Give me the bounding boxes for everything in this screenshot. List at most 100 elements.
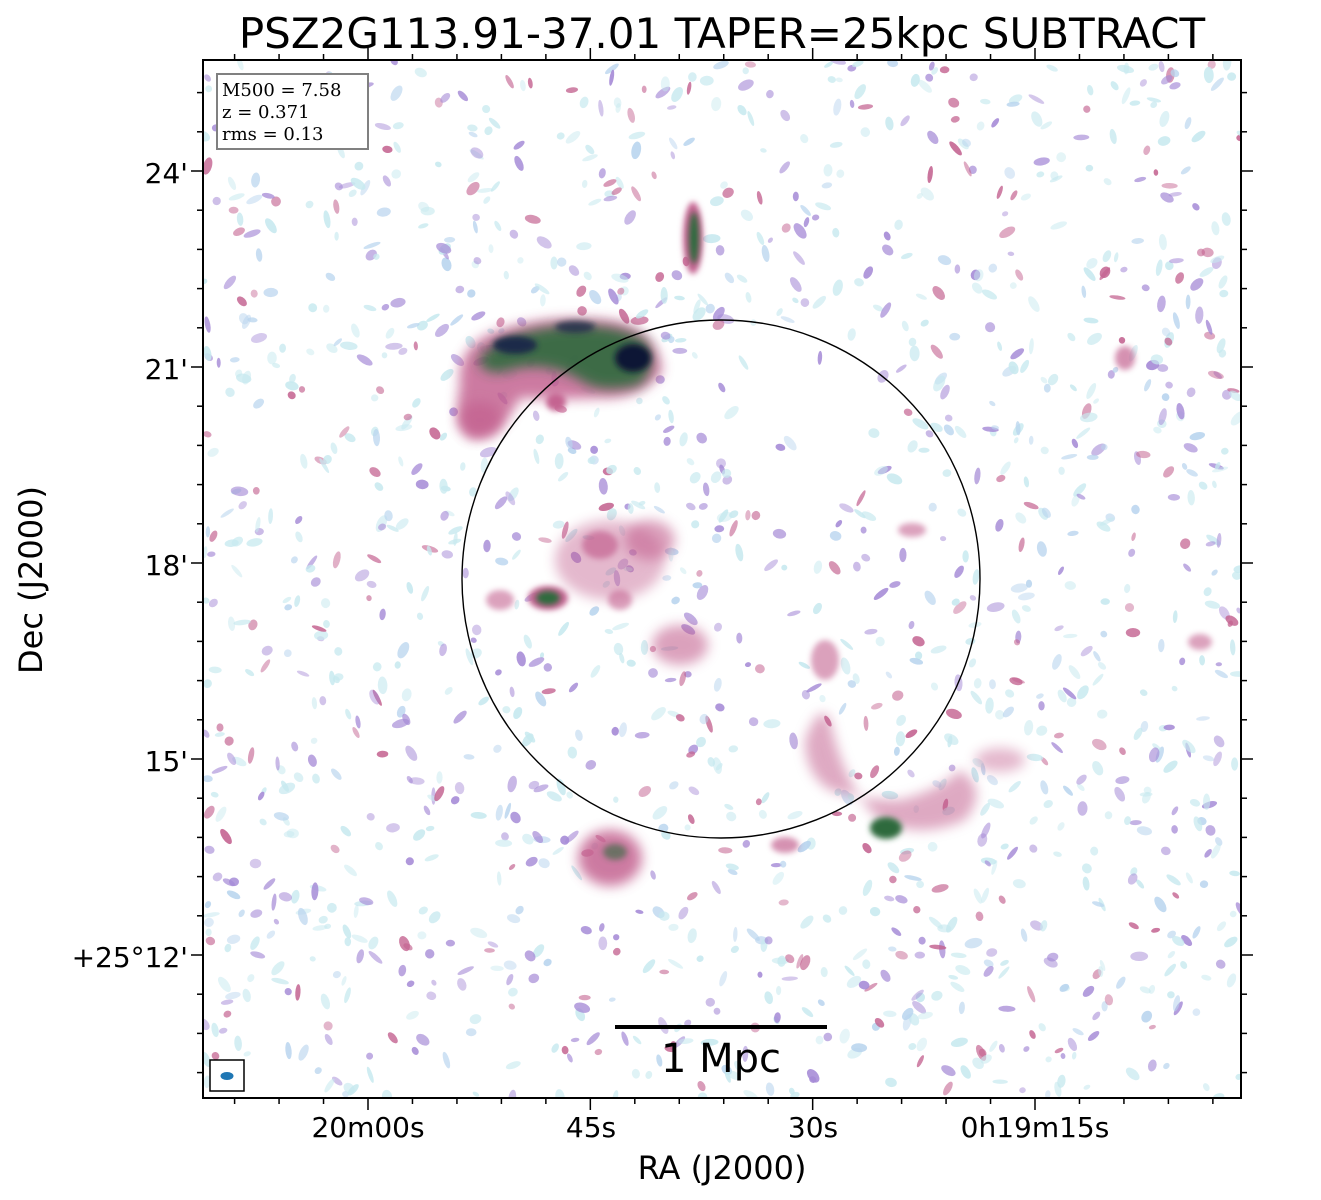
noise-blob: [914, 951, 925, 959]
noise-blob: [434, 786, 445, 802]
noise-blob: [989, 1040, 998, 1052]
noise-blob: [575, 729, 583, 741]
noise-blob: [1020, 359, 1030, 373]
noise-blob: [823, 164, 833, 177]
noise-blob: [1176, 403, 1185, 420]
noise-blob: [931, 884, 949, 893]
noise-blob: [532, 830, 544, 844]
noise-blob: [469, 487, 477, 497]
noise-blob: [630, 316, 649, 325]
noise-blob: [351, 934, 368, 943]
noise-blob: [523, 634, 532, 649]
noise-blob: [227, 176, 237, 191]
noise-blob: [772, 871, 785, 885]
noise-blob: [683, 612, 698, 626]
noise-blob: [1180, 166, 1191, 175]
noise-blob: [493, 744, 502, 753]
noise-blob: [1019, 1087, 1026, 1094]
noise-blob: [609, 69, 615, 86]
noise-blob: [1057, 689, 1067, 703]
noise-blob: [354, 569, 370, 582]
noise-blob: [238, 313, 249, 325]
noise-blob: [634, 731, 650, 739]
noise-blob: [554, 453, 564, 470]
noise-blob: [589, 606, 600, 616]
noise-blob: [248, 619, 258, 631]
noise-blob: [835, 520, 843, 528]
noise-blob: [1167, 991, 1175, 999]
noise-blob: [385, 327, 395, 339]
noise-blob: [699, 75, 714, 86]
noise-blob: [386, 524, 399, 532]
noise-blob: [391, 718, 410, 729]
noise-blob: [1036, 693, 1044, 699]
noise-blob: [298, 386, 306, 393]
noise-blob: [907, 440, 918, 453]
noise-blob: [931, 990, 943, 1001]
noise-blob: [203, 346, 212, 361]
noise-blob: [255, 248, 263, 262]
noise-blob: [774, 1012, 781, 1023]
noise-blob: [436, 242, 452, 254]
noise-blob: [940, 384, 950, 400]
noise-blob: [1013, 639, 1021, 646]
noise-blob: [984, 860, 991, 867]
noise-blob: [238, 909, 245, 918]
noise-blob: [691, 352, 698, 359]
noise-blob: [861, 511, 877, 521]
noise-blob: [1216, 533, 1222, 548]
noise-blob: [207, 551, 216, 557]
noise-blob: [1191, 130, 1206, 143]
noise-blob: [693, 299, 701, 314]
noise-blob: [980, 802, 990, 816]
noise-blob: [1071, 1051, 1077, 1060]
noise-blob: [1148, 1024, 1156, 1030]
noise-blob: [322, 304, 330, 313]
noise-blob: [457, 978, 467, 991]
noise-blob: [1192, 926, 1201, 939]
noise-blob: [347, 1084, 359, 1096]
noise-blob: [577, 306, 587, 316]
noise-blob: [1029, 1030, 1036, 1039]
noise-blob: [536, 236, 552, 249]
noise-blob: [819, 694, 826, 703]
noise-blob: [1164, 337, 1173, 346]
noise-blob: [998, 1005, 1016, 1012]
noise-blob: [1183, 443, 1198, 453]
noise-blob: [290, 556, 298, 564]
noise-blob: [229, 877, 239, 887]
noise-blob: [1201, 974, 1212, 981]
noise-blob: [985, 322, 996, 333]
noise-blob: [332, 551, 341, 569]
noise-blob: [864, 982, 878, 992]
noise-blob: [658, 911, 670, 921]
noise-blob: [937, 924, 952, 933]
noise-blob: [1212, 480, 1217, 489]
noise-blob: [854, 278, 864, 287]
noise-blob: [502, 706, 511, 714]
noise-blob: [413, 829, 426, 841]
noise-blob: [780, 109, 791, 122]
noise-blob: [606, 464, 617, 475]
noise-blob: [659, 969, 670, 975]
noise-blob: [252, 487, 260, 495]
noise-blob: [662, 396, 670, 405]
noise-blob: [1160, 846, 1171, 856]
noise-blob: [1093, 651, 1101, 662]
noise-blob: [971, 282, 983, 294]
noise-blob: [375, 841, 383, 851]
noise-blob: [538, 858, 550, 869]
noise-blob: [234, 1035, 242, 1051]
noise-blob: [369, 467, 381, 478]
noise-blob: [686, 81, 692, 95]
noise-blob: [1018, 537, 1025, 553]
noise-blob: [851, 1043, 868, 1053]
central-diffuse-emission: [486, 520, 708, 665]
noise-blob: [1192, 203, 1200, 211]
y-tick-label: 24': [145, 157, 188, 190]
noise-blob: [1010, 190, 1018, 201]
noise-blob: [697, 1081, 706, 1092]
noise-blob: [930, 344, 943, 359]
y-axis-label: Dec (J2000): [12, 486, 50, 674]
noise-blob: [1010, 583, 1028, 593]
